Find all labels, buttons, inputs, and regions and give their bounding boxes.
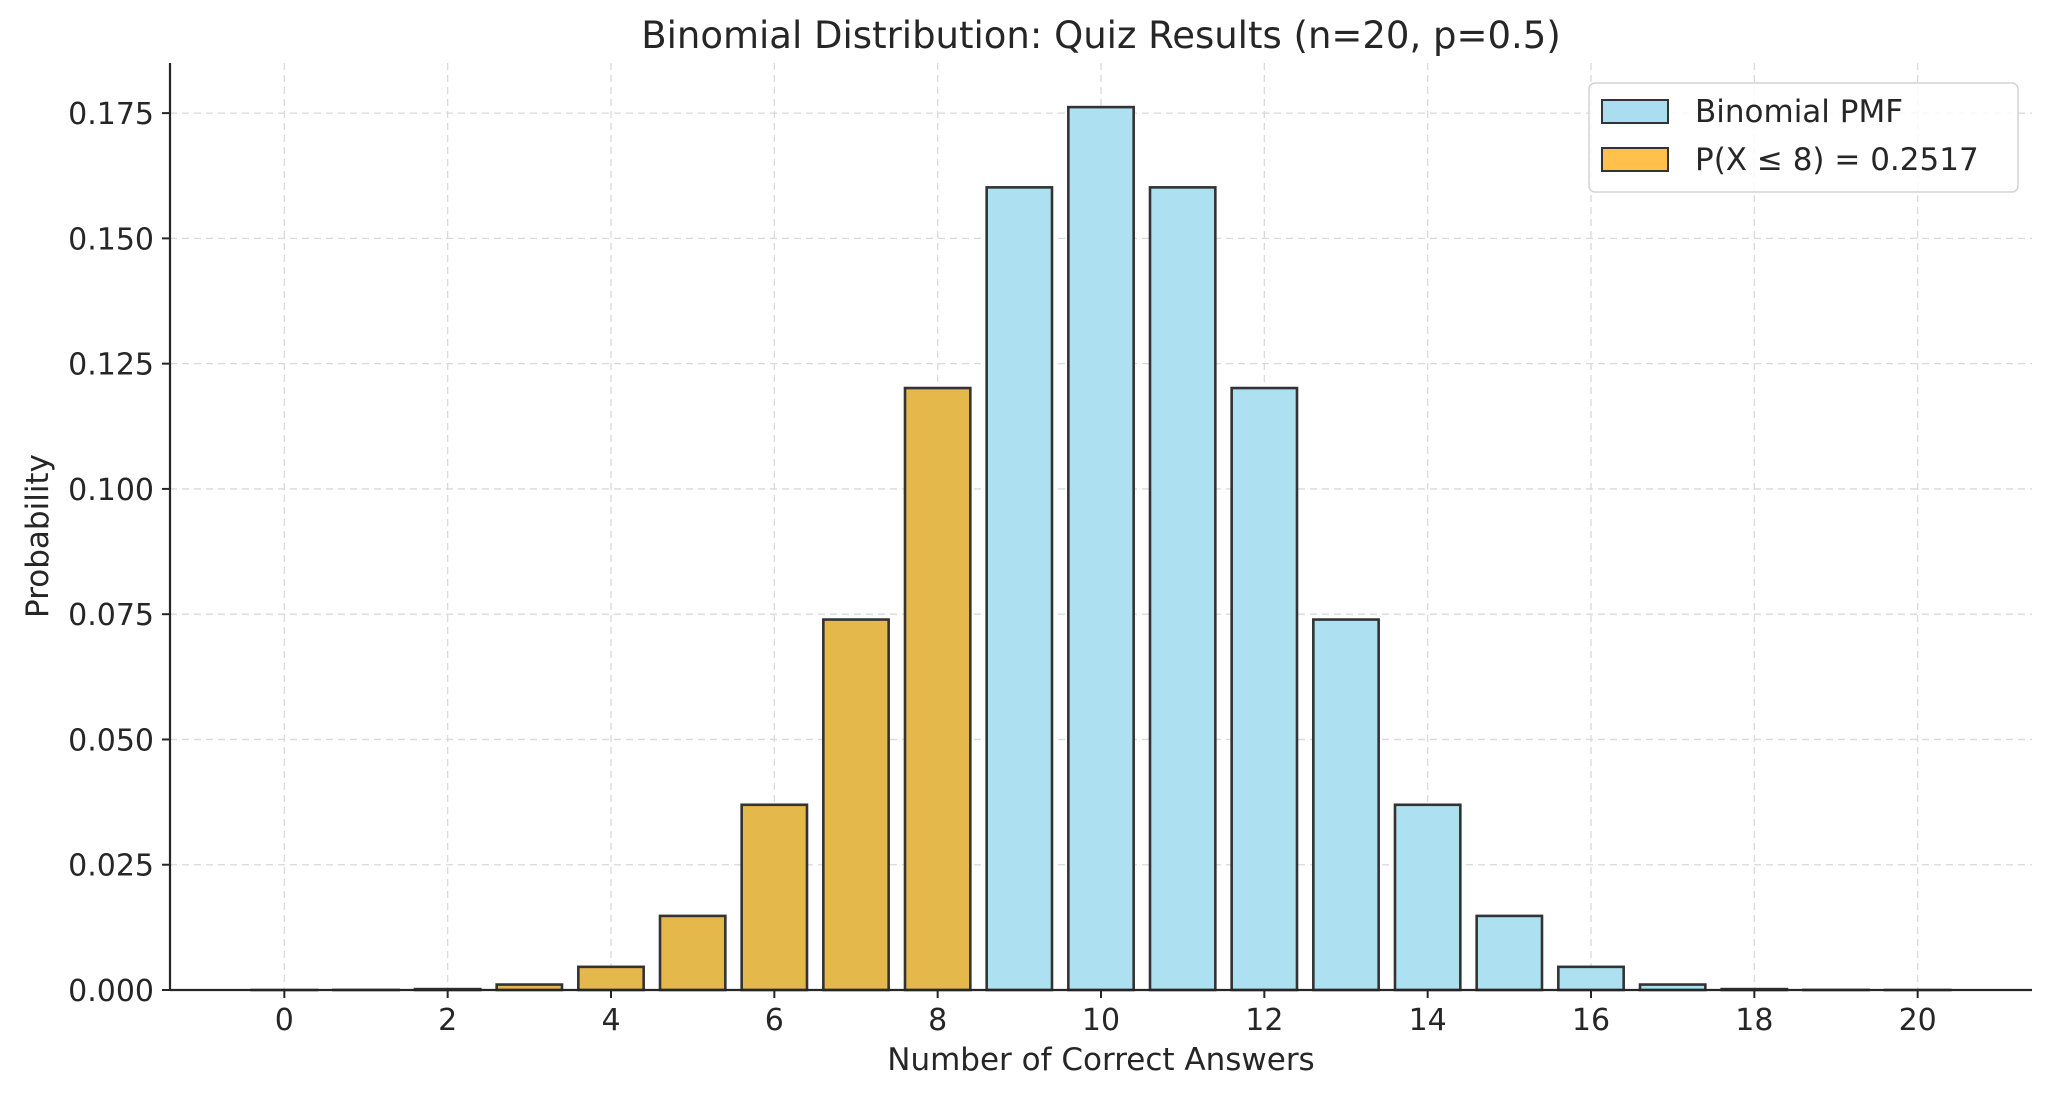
bar-cumulative-4 [577, 965, 645, 992]
x-axis-title: Number of Correct Answers [887, 1042, 1314, 1078]
bar-pmf-11 [1148, 186, 1217, 992]
legend-label-cumulative: P(X ≤ 8) = 0.2517 [1695, 142, 1979, 178]
x-tick-label: 12 [1245, 1003, 1283, 1038]
legend-label-binomial-pmf: Binomial PMF [1695, 94, 1903, 130]
bar-pmf-10 [1067, 105, 1135, 992]
y-tick-label: 0.150 [68, 222, 154, 257]
y-tick-label: 0.125 [68, 348, 154, 383]
chart-title: Binomial Distribution: Quiz Results (n=2… [641, 14, 1561, 57]
x-tick-label: 8 [928, 1003, 947, 1038]
x-tick-label: 16 [1572, 1003, 1610, 1038]
legend-frame [1588, 82, 2019, 193]
legend: Binomial PMF P(X ≤ 8) = 0.2517 [1588, 82, 2019, 193]
bars [250, 105, 1952, 992]
x-tick-label: 14 [1409, 1003, 1447, 1038]
x-tick-label: 18 [1735, 1003, 1773, 1038]
bar-cumulative-7 [822, 618, 890, 992]
y-ticks: 0.000 0.025 0.050 0.075 0.100 0.125 0.150 0.175 [68, 97, 170, 1009]
y-tick-label: 0.175 [68, 97, 154, 132]
x-tick-label: 2 [438, 1003, 457, 1038]
legend-swatch-binomial-pmf [1601, 99, 1669, 124]
bar-pmf-15 [1475, 914, 1544, 992]
bar-cumulative-5 [658, 914, 727, 992]
bar-cumulative-8 [903, 386, 972, 992]
x-tick-label: 0 [275, 1003, 294, 1038]
bar-cumulative-6 [740, 803, 809, 992]
y-tick-label: 0.100 [68, 473, 154, 508]
bar-pmf-13 [1312, 618, 1380, 992]
y-tick-label: 0.075 [68, 598, 154, 633]
bar-pmf-12 [1230, 386, 1299, 992]
x-tick-label: 6 [765, 1003, 784, 1038]
y-axis-title: Probability [20, 454, 56, 618]
y-tick-label: 0.000 [68, 974, 154, 1009]
bar-pmf-16 [1557, 965, 1625, 992]
x-ticks: 0 2 4 6 8 10 12 14 16 18 20 [275, 990, 1937, 1038]
bar-pmf-14 [1393, 803, 1462, 992]
legend-swatch-cumulative [1601, 147, 1669, 172]
y-tick-label: 0.050 [68, 723, 154, 758]
x-tick-label: 4 [601, 1003, 620, 1038]
x-tick-label: 20 [1899, 1003, 1937, 1038]
y-tick-label: 0.025 [68, 849, 154, 884]
bar-pmf-9 [985, 186, 1054, 992]
x-tick-label: 10 [1082, 1003, 1120, 1038]
